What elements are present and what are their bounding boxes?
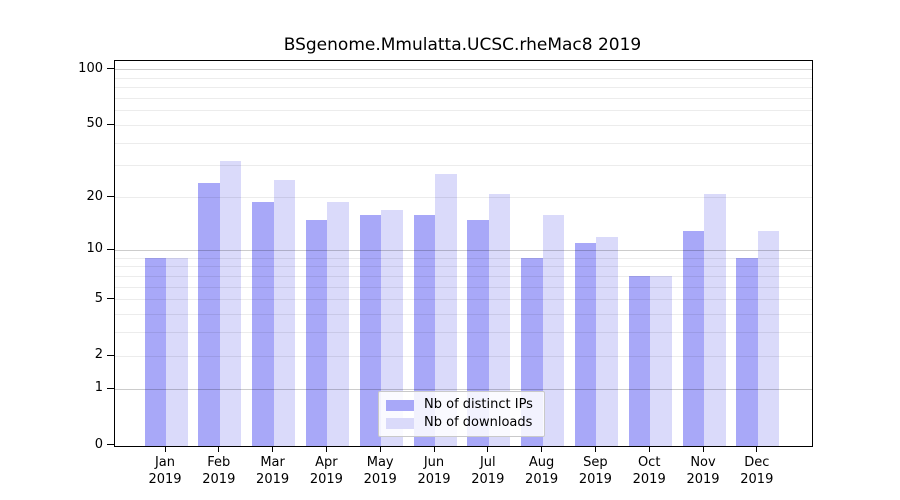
y-tick-50 — [107, 123, 114, 125]
y-tick-2 — [107, 354, 114, 356]
bar-ips-jan — [144, 258, 166, 446]
y-tick-label-1: 1 — [94, 380, 103, 396]
gridline-2 — [115, 355, 812, 357]
chart-title: BSgenome.Mmulatta.UCSC.rheMac8 2019 — [283, 35, 642, 55]
gridline-20 — [115, 197, 812, 199]
gridline-9 — [115, 257, 812, 259]
x-tick-label-jun: Jun 2019 — [417, 454, 451, 487]
gridline-7 — [115, 275, 812, 277]
x-tick-sep — [594, 445, 596, 452]
y-tick-100 — [107, 68, 114, 70]
gridline-1 — [115, 388, 812, 390]
gridline-6 — [115, 286, 812, 288]
bar-downloads-aug — [542, 214, 565, 446]
x-tick-label-aug: Aug 2019 — [525, 454, 559, 487]
x-tick-label-jan: Jan 2019 — [148, 454, 182, 487]
gridline-100 — [115, 69, 812, 71]
x-tick-label-mar: Mar 2019 — [256, 454, 290, 487]
bar-downloads-nov — [704, 193, 726, 446]
bar-downloads-jul — [488, 193, 511, 446]
bar-ips-dec — [736, 258, 758, 446]
bar-ips-sep — [574, 243, 597, 446]
x-tick-label-may: May 2019 — [363, 454, 397, 487]
x-tick-label-apr: Apr 2019 — [309, 454, 343, 487]
x-tick-aug — [541, 445, 543, 452]
y-tick-10 — [107, 248, 114, 250]
gridline-4 — [115, 313, 812, 315]
legend: Nb of distinct IPs Nb of downloads — [378, 391, 545, 437]
x-tick-label-jul: Jul 2019 — [471, 454, 505, 487]
y-tick-label-2: 2 — [94, 347, 103, 363]
bar-downloads-dec — [757, 230, 780, 446]
x-tick-nov — [702, 445, 704, 452]
x-tick-may — [379, 445, 381, 452]
y-tick-20 — [107, 196, 114, 198]
y-tick-label-5: 5 — [94, 290, 103, 306]
x-tick-dec — [756, 445, 758, 452]
y-tick-0 — [107, 444, 114, 445]
bar-ips-apr — [305, 219, 328, 446]
y-tick-1 — [107, 387, 114, 389]
gridline-50 — [115, 124, 812, 126]
bar-ips-feb — [198, 183, 220, 446]
legend-entry-downloads: Nb of downloads — [386, 414, 536, 432]
bar-downloads-jun — [435, 174, 457, 446]
gridline-70 — [115, 97, 812, 99]
x-tick-jun — [433, 445, 435, 452]
bar-ips-jun — [413, 214, 435, 446]
bar-downloads-may — [381, 210, 403, 446]
gridline-3 — [115, 332, 812, 334]
x-tick-mar — [272, 445, 274, 452]
legend-entry-distinct-ips: Nb of distinct IPs — [386, 396, 536, 414]
legend-label-downloads: Nb of downloads — [424, 415, 533, 430]
x-tick-label-nov: Nov 2019 — [686, 454, 720, 487]
gridline-40 — [115, 142, 812, 144]
bar-ips-mar — [252, 201, 274, 446]
y-tick-label-20: 20 — [86, 188, 103, 204]
bar-downloads-jan — [166, 258, 188, 446]
bar-ips-may — [359, 214, 382, 446]
y-tick-5 — [107, 298, 114, 300]
x-tick-apr — [325, 445, 327, 452]
gridline-60 — [115, 110, 812, 112]
bar-ips-nov — [682, 230, 704, 446]
x-tick-oct — [648, 445, 650, 452]
gridline-80 — [115, 87, 812, 89]
y-tick-label-10: 10 — [86, 241, 103, 257]
x-tick-jul — [487, 445, 489, 452]
gridline-5 — [115, 299, 812, 301]
y-tick-label-0: 0 — [94, 436, 103, 452]
bar-ips-jul — [467, 219, 489, 446]
gridline-30 — [115, 165, 812, 167]
y-tick-label-100: 100 — [78, 60, 103, 76]
gridline-10 — [115, 249, 812, 251]
x-tick-label-sep: Sep 2019 — [578, 454, 612, 487]
x-tick-jan — [164, 445, 166, 452]
legend-swatch-downloads — [386, 417, 414, 429]
bar-downloads-oct — [650, 276, 672, 446]
bar-downloads-sep — [596, 236, 618, 446]
x-tick-label-oct: Oct 2019 — [632, 454, 666, 487]
x-tick-label-feb: Feb 2019 — [202, 454, 236, 487]
bar-downloads-feb — [219, 160, 242, 446]
legend-swatch-distinct-ips — [386, 399, 414, 411]
x-tick-label-dec: Dec 2019 — [740, 454, 774, 487]
x-tick-feb — [218, 445, 220, 452]
bar-downloads-apr — [327, 201, 349, 446]
gridline-90 — [115, 77, 812, 79]
bar-ips-oct — [628, 276, 651, 446]
gridline-8 — [115, 266, 812, 268]
legend-label-distinct-ips: Nb of distinct IPs — [424, 397, 533, 412]
plot-area — [114, 60, 813, 447]
y-tick-label-50: 50 — [86, 116, 103, 132]
bar-downloads-mar — [273, 180, 296, 446]
